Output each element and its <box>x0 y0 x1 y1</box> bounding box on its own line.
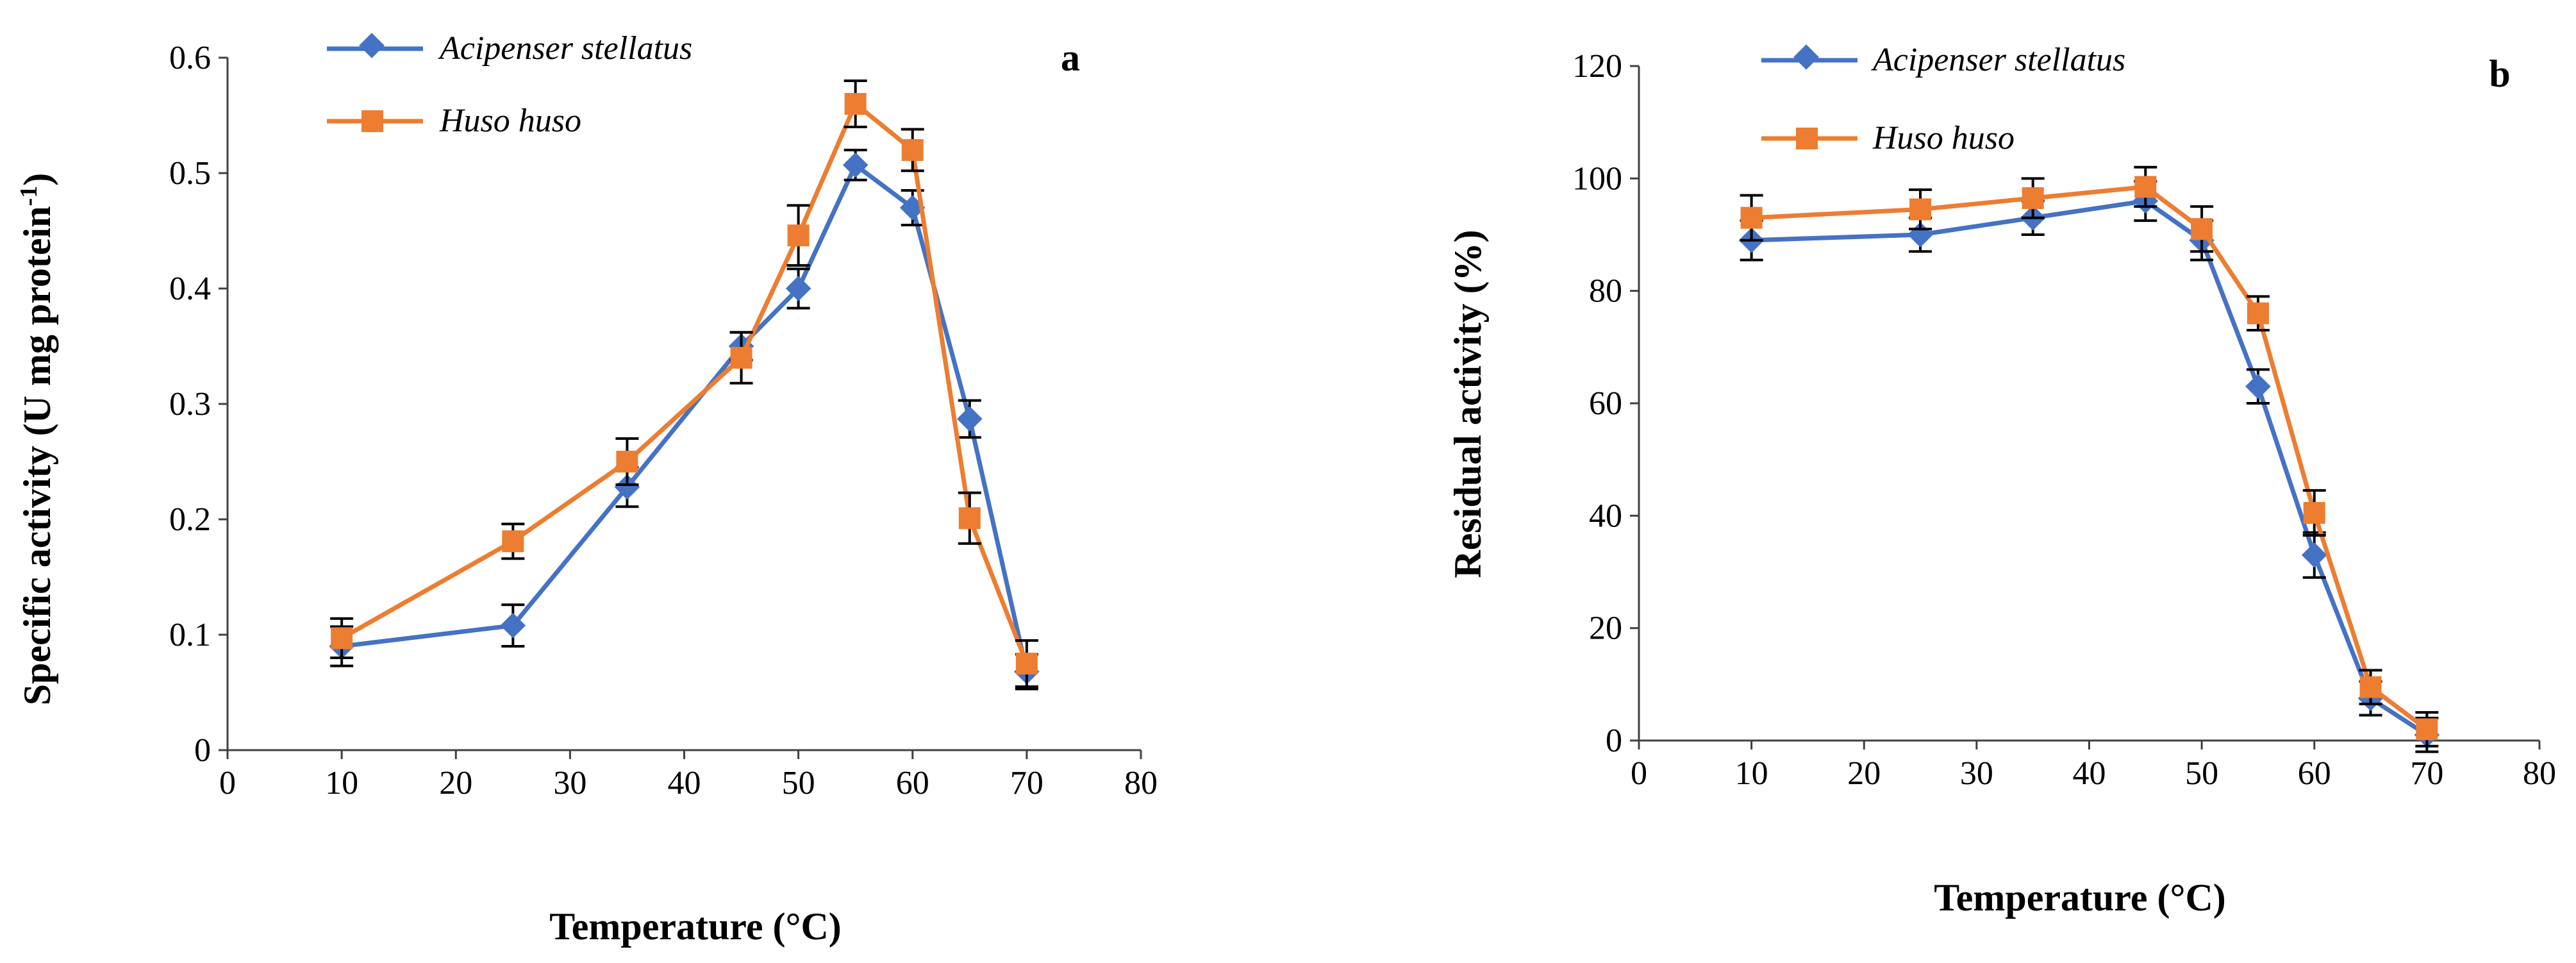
y-tick-label: 0 <box>194 732 211 769</box>
y-tick-label: 0.6 <box>169 40 211 76</box>
x-tick-label: 0 <box>219 765 236 801</box>
data-point-square <box>2247 302 2269 324</box>
x-tick-label: 20 <box>1847 755 1881 792</box>
data-point-square <box>1015 653 1038 674</box>
x-tick-label: 80 <box>1124 765 1158 801</box>
y-axis-title: Residual activity (%) <box>1447 230 1489 578</box>
legend: Acipenser stellatus Huso huso <box>327 30 692 139</box>
legend-label: Huso huso <box>439 103 581 139</box>
data-point-square <box>502 530 524 553</box>
x-tick-label: 60 <box>896 765 929 801</box>
data-point-square <box>730 347 752 369</box>
data-point-diamond <box>957 406 983 432</box>
chart-panel-a: 0 0.1 0.2 0.3 0.4 0.5 0.6 0 10 20 30 40 50 60 70 80 a T… <box>15 30 1158 948</box>
x-tick-label: 40 <box>668 765 701 801</box>
data-point-square <box>844 93 867 115</box>
data-point-square <box>616 451 638 473</box>
x-tick-label: 10 <box>325 765 358 801</box>
data-point-square <box>1909 198 1932 221</box>
legend-marker-square <box>1796 128 1818 149</box>
legend-label: Acipenser stellatus <box>1871 42 2125 78</box>
x-tick-label: 80 <box>2523 755 2556 792</box>
x-tick-label: 70 <box>2410 755 2443 792</box>
y-tick-label: 80 <box>1589 273 1622 310</box>
panel-label: a <box>1061 37 1080 79</box>
x-tick-label: 30 <box>553 765 586 801</box>
y-tick-label: 0.2 <box>169 501 211 538</box>
x-axis-title: Temperature (°C) <box>549 905 842 948</box>
y-tick-label: 0.1 <box>169 617 211 653</box>
x-tick-label: 10 <box>1735 755 1768 792</box>
legend-label: Huso huso <box>1872 120 2015 156</box>
x-tick-label: 30 <box>1960 755 1993 792</box>
y-tick-label: 60 <box>1589 385 1622 422</box>
y-tick-label: 0.4 <box>169 271 211 307</box>
y-tick-label: 0 <box>1606 723 1622 759</box>
y-tick-label: 120 <box>1572 48 1622 85</box>
legend-label: Acipenser stellatus <box>438 30 692 67</box>
data-point-square <box>2134 176 2157 198</box>
data-point-diamond <box>2301 542 2327 568</box>
data-point-square <box>787 224 810 247</box>
y-tick-label: 40 <box>1589 498 1622 534</box>
data-point-diamond <box>614 474 640 500</box>
x-tick-label: 60 <box>2298 755 2331 792</box>
y-tick-label: 100 <box>1572 160 1622 197</box>
data-point-square <box>331 627 353 649</box>
data-point-diamond <box>500 612 526 639</box>
data-point-square <box>901 139 924 161</box>
legend: Acipenser stellatus Huso huso <box>1761 42 2125 156</box>
data-point-square <box>2359 676 2382 698</box>
data-point-square <box>2303 501 2325 524</box>
data-point-diamond <box>2245 373 2271 399</box>
y-axis-title: Specific activity (U mg protein-1) <box>15 173 58 705</box>
legend-marker-diamond <box>359 33 385 58</box>
x-tick-label: 50 <box>2185 755 2218 792</box>
y-tick-label: 20 <box>1589 610 1622 647</box>
legend-marker-diamond <box>1793 44 1819 70</box>
data-point-square <box>2191 218 2213 240</box>
data-point-square <box>2416 718 2438 741</box>
x-tick-label: 70 <box>1010 765 1043 801</box>
x-tick-label: 20 <box>439 765 472 801</box>
x-tick-label: 50 <box>782 765 815 801</box>
series-square <box>330 80 1038 688</box>
panel-label: b <box>2489 53 2510 95</box>
data-point-square <box>1740 206 1763 229</box>
x-axis-title: Temperature (°C) <box>1934 876 2226 919</box>
y-tick-label: 0.5 <box>169 155 211 192</box>
legend-marker-square <box>361 110 383 132</box>
data-point-square <box>958 507 981 530</box>
chart-panel-b: 0 20 40 60 80 100 120 0 10 20 30 40 50 60 70 80 b Tempe… <box>1447 42 2556 919</box>
series-square <box>1740 165 2439 748</box>
x-tick-label: 0 <box>1631 755 1647 792</box>
y-tick-label: 0.3 <box>169 386 211 423</box>
data-point-square <box>2022 187 2044 210</box>
x-tick-label: 40 <box>2073 755 2106 792</box>
